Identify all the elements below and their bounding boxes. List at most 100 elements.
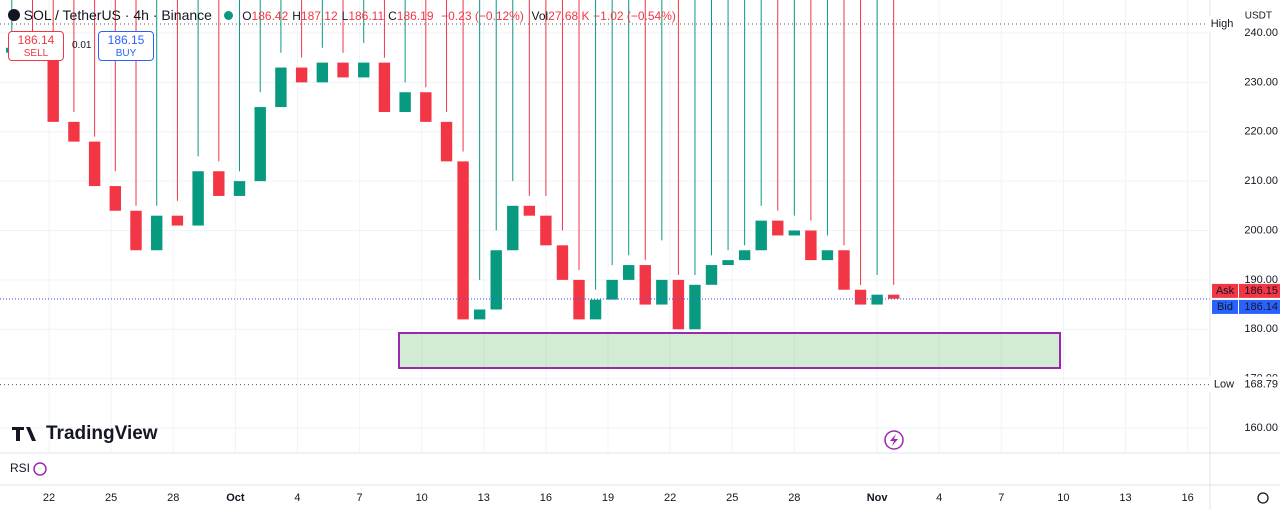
low-value: 168.79 — [1244, 379, 1278, 391]
candle-body — [689, 284, 701, 330]
x-tick-label: 16 — [540, 492, 552, 504]
x-tick-label: 28 — [788, 492, 800, 504]
x-tick-label: 10 — [416, 492, 428, 504]
candle-body — [490, 250, 502, 310]
candle-body — [275, 67, 287, 108]
x-tick-label: 28 — [167, 492, 179, 504]
candle-body — [705, 265, 718, 285]
candle-body — [722, 260, 734, 266]
candle-body — [623, 265, 635, 280]
alert-bolt — [890, 434, 898, 446]
high-label: High — [1211, 18, 1234, 30]
axis-layer: 160.00170.00180.00190.00200.00210.00220.… — [43, 27, 1280, 504]
x-tick-label: 13 — [478, 492, 490, 504]
ohlc-label: H — [292, 9, 301, 23]
ask-value-tag — [1239, 283, 1280, 298]
high-tag — [1207, 16, 1237, 32]
candle-body — [47, 52, 59, 122]
status-dot — [223, 11, 233, 20]
candle-body — [316, 62, 329, 83]
sell-price: 186.14 — [17, 33, 55, 47]
candle-body — [88, 141, 101, 187]
settings-icon[interactable] — [1257, 492, 1269, 504]
candle-body — [295, 67, 308, 83]
candle-body — [420, 92, 432, 122]
plot-layer — [0, 0, 1210, 386]
quantity: 0.01 — [72, 40, 92, 51]
candle-body — [440, 121, 453, 162]
indicator-icon[interactable] — [33, 462, 47, 476]
ohlc-value: 186.11 — [348, 9, 385, 23]
x-tick-label: 22 — [43, 492, 55, 504]
currency: USDT — [1245, 11, 1272, 22]
buy-price: 186.15 — [107, 33, 145, 47]
ask-value: 186.15 — [1244, 285, 1278, 297]
candle-body — [821, 250, 834, 261]
x-tick-label: 4 — [294, 492, 300, 504]
symbol-icon — [8, 9, 20, 21]
y-tick-label: 230.00 — [1244, 76, 1278, 88]
candle-body — [68, 121, 80, 142]
volume-change: −1.02 (−0.54%) — [593, 9, 676, 23]
ohlc-value: 186.19 — [396, 9, 434, 23]
volume: 27.68 K — [548, 9, 590, 23]
y-tick-label: 200.00 — [1244, 224, 1278, 236]
candle-body — [378, 62, 391, 112]
sell-button[interactable]: 186.14 SELL — [8, 31, 64, 61]
x-tick-label: 16 — [1182, 492, 1194, 504]
bid-label: Bid — [1217, 301, 1233, 313]
ask-tag — [1212, 283, 1238, 298]
buy-button[interactable]: 186.15 BUY — [98, 31, 154, 61]
candle-body — [507, 205, 519, 251]
candle-body — [254, 107, 266, 182]
header: SOL / TetherUS · 4h · Binance O186.42 H18… — [8, 7, 676, 23]
alert-icon[interactable] — [884, 430, 904, 450]
candle-body — [523, 205, 536, 216]
low-label: Low — [1214, 379, 1234, 391]
y-tick-label: 240.00 — [1244, 27, 1278, 39]
candle-body — [473, 309, 486, 320]
candle-body — [130, 210, 142, 251]
logo-text: TradingView — [46, 423, 158, 444]
candle-body — [672, 279, 685, 330]
ask-label: Ask — [1216, 285, 1235, 297]
zone-rectangle — [398, 332, 1061, 369]
ohlc-label: L — [341, 9, 349, 23]
x-tick-label: Oct — [226, 492, 245, 504]
candle-body — [109, 186, 121, 211]
bid-value-tag — [1239, 299, 1280, 314]
candle-body — [540, 215, 552, 246]
symbol: SOL / TetherUS · 4h · Binance — [23, 7, 212, 23]
y-tick-label: 220.00 — [1244, 126, 1278, 138]
candle-body — [171, 215, 184, 226]
x-tick-label: 25 — [726, 492, 738, 504]
candle-body — [887, 294, 900, 299]
candle-body — [772, 220, 784, 236]
candle-body — [656, 279, 668, 305]
ohlc-value: 187.12 — [300, 9, 338, 23]
x-tick-label: 19 — [602, 492, 614, 504]
y-tick-label: 190.00 — [1244, 274, 1278, 286]
y-tick-label: 180.00 — [1244, 323, 1278, 335]
candle-body — [738, 250, 751, 261]
ohlc-label: O — [242, 9, 252, 23]
bid-value: 186.14 — [1244, 301, 1278, 313]
candle-body — [589, 299, 602, 320]
candle-body — [192, 171, 204, 226]
candle-body — [606, 279, 618, 300]
x-tick-label: Nov — [867, 492, 889, 504]
x-tick-label: 13 — [1119, 492, 1131, 504]
candle-body — [556, 245, 569, 280]
x-tick-label: 4 — [936, 492, 942, 504]
candle-body — [854, 289, 867, 305]
ohlc-label: C — [388, 9, 397, 23]
y-tick-label: 210.00 — [1244, 175, 1278, 187]
x-tick-label: 7 — [357, 492, 363, 504]
candle-body — [871, 294, 883, 305]
ohlc: O186.42 H187.12 L186.11 C186.19 — [242, 9, 437, 23]
candle-body — [755, 220, 767, 251]
x-tick-label: 7 — [998, 492, 1004, 504]
candle-body — [805, 230, 817, 261]
